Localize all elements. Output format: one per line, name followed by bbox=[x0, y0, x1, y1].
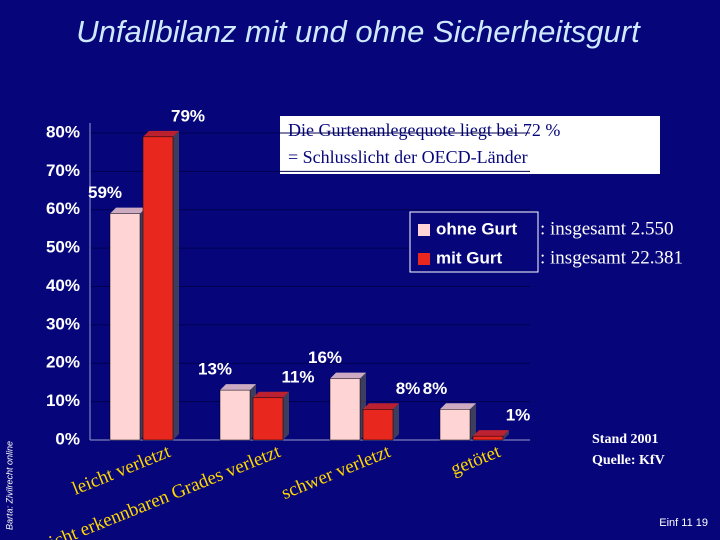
bar bbox=[219, 389, 251, 441]
y-tick-label: 80% bbox=[46, 122, 80, 141]
value-label: 79% bbox=[171, 106, 205, 125]
x-tick-label: schwer verletzt bbox=[279, 441, 395, 504]
y-tick-label: 60% bbox=[46, 199, 80, 218]
legend-swatch bbox=[418, 224, 430, 236]
legend-label: ohne Gurt bbox=[436, 219, 518, 238]
bar-top bbox=[330, 372, 366, 379]
value-label: 16% bbox=[308, 348, 342, 367]
bar-top bbox=[440, 403, 476, 410]
bar bbox=[439, 409, 471, 441]
legend-swatch bbox=[418, 253, 430, 265]
bar-top bbox=[143, 130, 179, 137]
bar-side bbox=[503, 430, 509, 440]
bar-top bbox=[110, 207, 146, 214]
y-tick-label: 20% bbox=[46, 353, 80, 372]
x-tick-label: getötet bbox=[448, 441, 504, 480]
y-tick-label: 30% bbox=[46, 314, 80, 333]
value-label: 13% bbox=[198, 360, 232, 379]
value-label: 8% bbox=[396, 379, 421, 398]
side-note: Barta: Zivilrecht online bbox=[4, 441, 14, 530]
bar-side bbox=[470, 403, 476, 440]
bar bbox=[362, 409, 394, 441]
y-tick-label: 10% bbox=[46, 391, 80, 410]
value-label: 11% bbox=[281, 367, 314, 386]
value-label: 8% bbox=[423, 379, 448, 398]
legend-note: : insgesamt 2.550 bbox=[540, 218, 674, 239]
value-label: 59% bbox=[88, 183, 122, 202]
note-line: = Schlusslicht der OECD-Länder bbox=[288, 147, 528, 167]
source: Quelle: KfV bbox=[592, 453, 665, 468]
y-tick-label: 40% bbox=[46, 276, 80, 295]
bar-top bbox=[473, 430, 509, 437]
source: Stand 2001 bbox=[592, 432, 659, 447]
bar bbox=[109, 213, 141, 441]
note-line: Die Gurtenanlegequote liegt bei 72 % bbox=[288, 120, 560, 140]
legend-box bbox=[409, 211, 539, 273]
bar-top bbox=[220, 384, 256, 391]
legend-note: : insgesamt 22.381 bbox=[540, 247, 683, 268]
title: Unfallbilanz mit und ohne Sicherheitsgur… bbox=[76, 14, 641, 49]
bar-side bbox=[393, 403, 399, 440]
note-box bbox=[280, 116, 660, 174]
value-label: 1% bbox=[506, 406, 531, 425]
bar-side bbox=[173, 130, 179, 440]
bar-top bbox=[253, 391, 289, 398]
bar bbox=[329, 378, 361, 441]
bar bbox=[252, 397, 284, 441]
y-tick-label: 50% bbox=[46, 238, 80, 257]
bar bbox=[142, 136, 174, 441]
bar-top bbox=[363, 403, 399, 410]
legend-label: mit Gurt bbox=[436, 248, 502, 267]
bar bbox=[472, 435, 504, 441]
y-tick-label: 0% bbox=[55, 429, 80, 448]
y-tick-label: 70% bbox=[46, 161, 80, 180]
bar-side bbox=[283, 391, 289, 440]
footer: Einf 11 19 bbox=[659, 517, 708, 529]
